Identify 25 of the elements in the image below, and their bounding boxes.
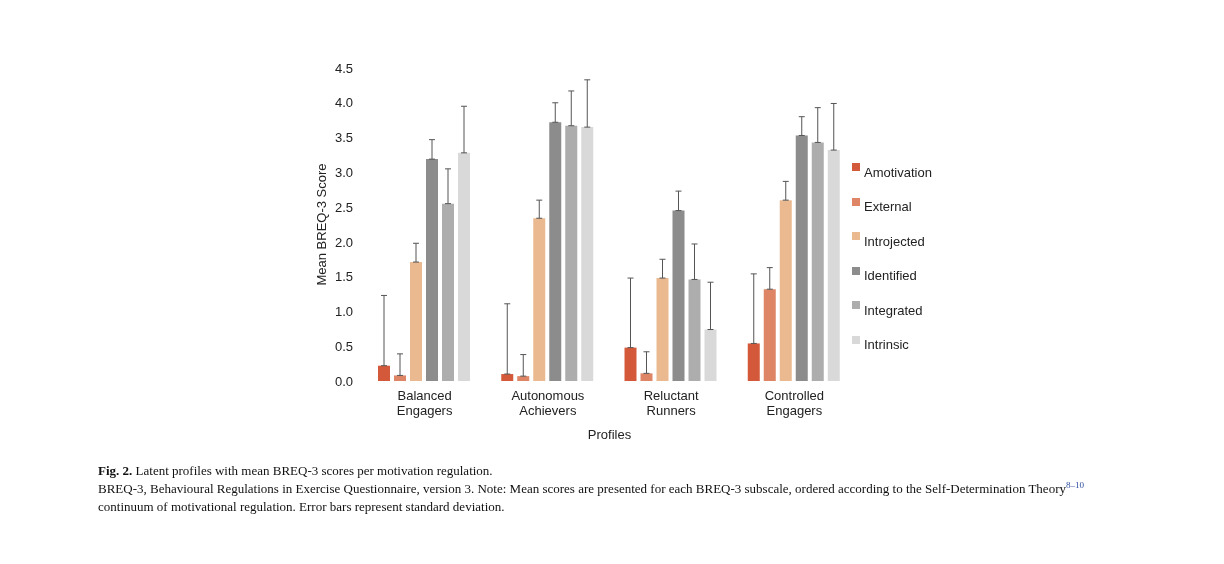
y-tick-label: 1.5 (334, 269, 353, 285)
x-axis-title: Profiles (587, 427, 632, 442)
legend-label: Intrinsic (864, 337, 909, 353)
y-tick-label: 4.5 (334, 60, 353, 76)
y-tick-label: 3.5 (334, 130, 353, 146)
y-tick-label: 1.0 (334, 304, 353, 320)
legend-label: Amotivation (864, 164, 932, 180)
legend-label: Identified (864, 268, 917, 284)
y-tick-label: 0.5 (334, 338, 353, 354)
y-tick-label: 4.0 (334, 95, 353, 111)
y-tick-label: 0.0 (334, 373, 353, 389)
x-tick-label: Autonomous Achievers (511, 388, 585, 418)
y-tick-label: 3.0 (334, 164, 353, 180)
caption: Fig. 2. (98, 463, 133, 478)
text: BREQ-3, Behavioural Regulations in Exercise Questionnaire, version 3. Note: Mean scores are presented for each BREQ-3 subscale, ordered according to the Self-Determination Theory$^{8–10}$ continuum of motivational regulation. Error bars represent standard deviation. (98, 479, 1085, 514)
x-tick-label: Controlled Engagers (764, 388, 825, 418)
y-axis-title: Mean BREQ-3 Score (313, 163, 329, 286)
legend-label: Introjected (864, 233, 925, 249)
y-tick-label: 2.0 (334, 234, 353, 250)
legend-label: Integrated (864, 302, 923, 318)
legend-label: External (864, 199, 912, 215)
y-tick-label: 2.5 (334, 199, 353, 215)
text: Latent profiles with mean BREQ-3 scores per motivation regulation. (134, 463, 493, 478)
x-tick-label: Balanced Engagers (396, 388, 453, 418)
x-tick-label: Reluctant Runners (643, 388, 699, 418)
